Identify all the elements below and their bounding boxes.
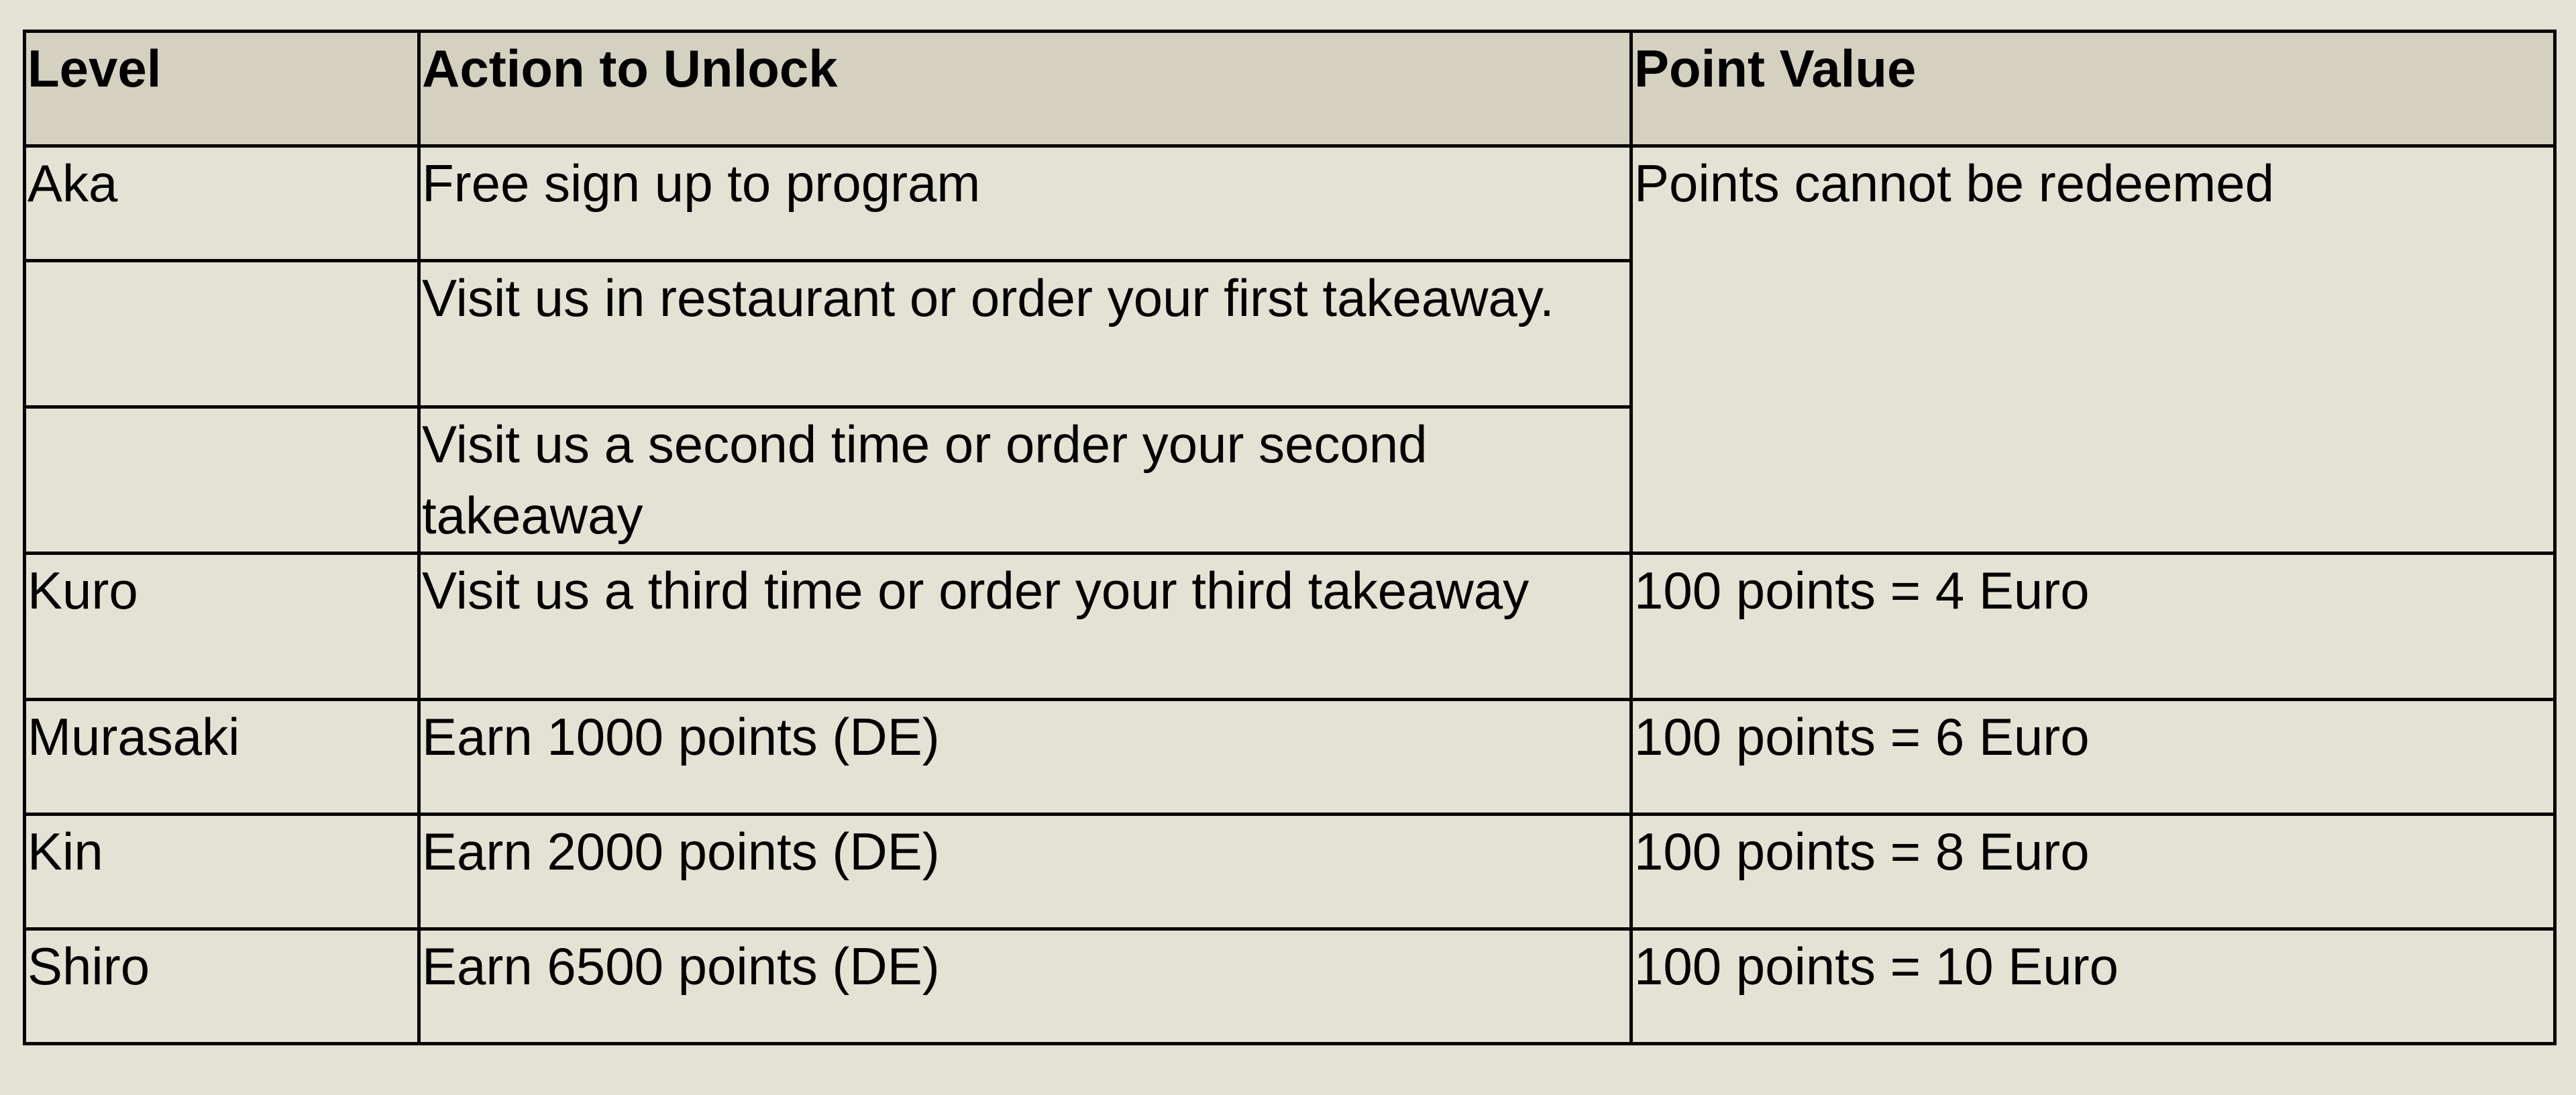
point-value-cell: 100 points = 4 Euro [1629,552,2557,701]
action-cell: Earn 1000 points (DE) [417,698,1633,816]
table-row: Visit us a second time or order your sec… [23,405,2555,555]
point-value-cell: Points cannot be redeemed [1629,144,2557,555]
table-row: Aka Free sign up to program Points canno… [23,144,2557,555]
level-cell: Kin [23,813,421,931]
header-row: Level Action to Unlock Point Value [23,30,2557,148]
point-value-cell: 100 points = 6 Euro [1629,698,2557,816]
loyalty-levels-table: Level Action to Unlock Point Value Aka F… [23,30,2557,1045]
level-cell: Shiro [23,927,421,1045]
action-cell: Free sign up to program [417,144,1633,262]
header-action: Action to Unlock [417,30,1633,148]
table-row: Murasaki Earn 1000 points (DE) 100 point… [23,698,2557,816]
table-row: Kuro Visit us a third time or order your… [23,552,2557,701]
action-cell: Visit us in restaurant or order your fir… [417,259,1633,409]
table-row: Visit us in restaurant or order your fir… [23,259,2555,409]
point-value-cell: 100 points = 10 Euro [1629,927,2557,1045]
action-cell: Earn 2000 points (DE) [417,813,1633,931]
level-cell: Murasaki [23,698,421,816]
header-level: Level [23,30,421,148]
level-cell [23,259,421,409]
action-cell: Earn 6500 points (DE) [417,927,1633,1045]
level-cell: Kuro [23,552,421,701]
header-point-value: Point Value [1629,30,2557,148]
table-row: Kin Earn 2000 points (DE) 100 points = 8… [23,813,2557,931]
action-cell: Visit us a second time or order your sec… [417,405,1633,555]
level-cell [23,405,421,555]
point-value-cell: 100 points = 8 Euro [1629,813,2557,931]
table-row: Shiro Earn 6500 points (DE) 100 points =… [23,927,2557,1045]
action-cell: Visit us a third time or order your thir… [417,552,1633,701]
level-cell: Aka [23,144,421,262]
